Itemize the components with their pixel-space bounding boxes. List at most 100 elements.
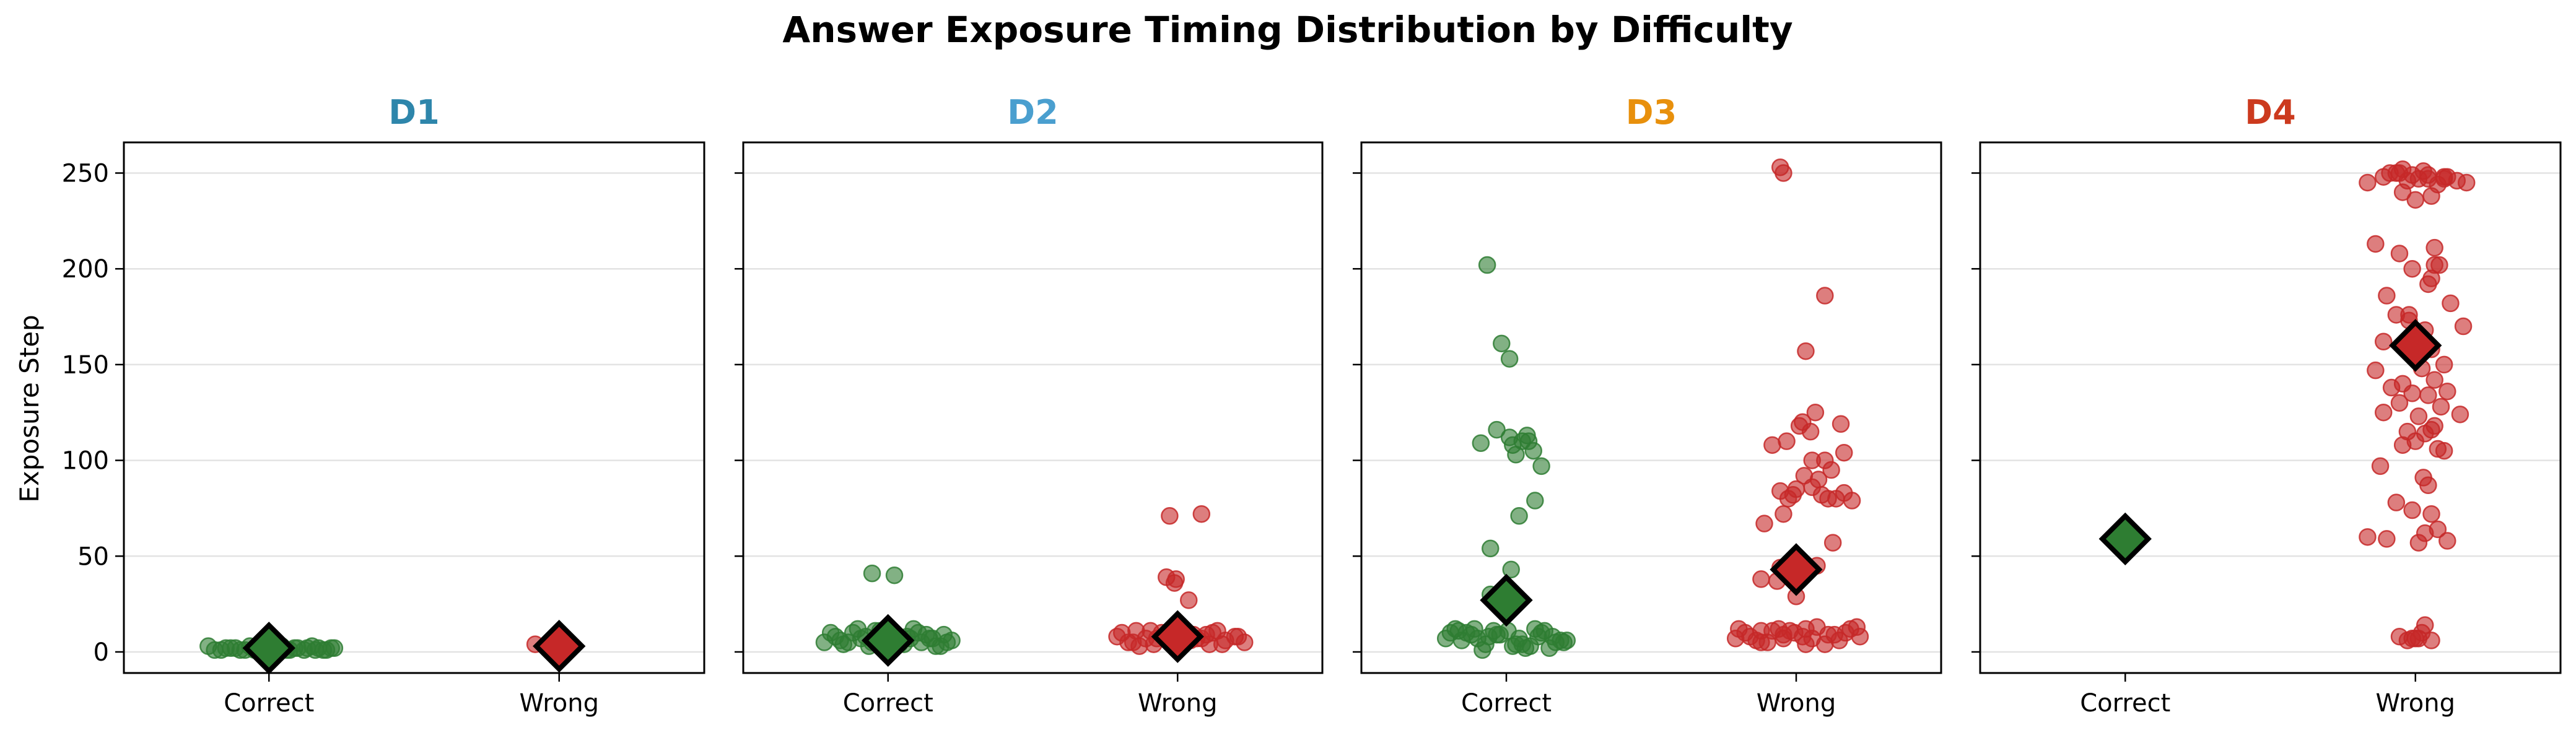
data-point <box>298 639 317 658</box>
data-point <box>2425 238 2443 257</box>
data-point <box>2409 407 2428 425</box>
data-point <box>1510 507 1528 525</box>
data-point <box>2442 294 2460 313</box>
data-point <box>1500 350 1519 368</box>
data-point <box>1532 457 1550 475</box>
y-tick-label: 250 <box>62 160 109 188</box>
data-point <box>1493 334 1511 353</box>
data-point <box>2422 505 2440 523</box>
data-point <box>885 566 904 584</box>
data-point <box>2416 616 2434 634</box>
data-point <box>2454 317 2473 336</box>
x-tick-label: Wrong <box>519 689 599 718</box>
data-point <box>2422 632 2440 649</box>
data-point <box>2359 173 2377 192</box>
data-point <box>2393 183 2412 201</box>
x-tick-label: Correct <box>843 689 933 718</box>
data-point <box>923 630 941 648</box>
y-tick-label: 0 <box>94 638 109 667</box>
panel-frame <box>1979 141 2562 674</box>
data-point <box>1213 635 1231 653</box>
data-point <box>1474 641 1491 659</box>
data-point <box>1835 443 1853 462</box>
data-point <box>2393 436 2412 454</box>
panels-group: D1 0 50 100 150 200 250 Correct Wrong D2 Correct Wr… <box>62 93 2562 718</box>
data-point <box>1540 639 1558 658</box>
data-point <box>2425 371 2443 389</box>
data-point <box>2435 441 2453 460</box>
data-point <box>1816 635 1834 653</box>
data-point <box>1771 482 1789 500</box>
panel-title: D1 <box>388 93 439 132</box>
median-marker <box>1770 543 1823 596</box>
data-point <box>1755 514 1773 532</box>
data-point <box>1806 403 1825 422</box>
data-point <box>2382 378 2401 397</box>
data-point <box>2435 355 2453 374</box>
y-tick-label: 200 <box>62 255 109 284</box>
data-point <box>1752 570 1770 588</box>
y-tick-label: 100 <box>62 447 109 475</box>
data-point <box>2438 532 2456 550</box>
median-marker <box>2098 512 2152 566</box>
data-point <box>1763 436 1781 454</box>
data-point <box>2419 386 2437 404</box>
data-point <box>1823 534 1842 552</box>
panel-title: D2 <box>1007 93 1058 132</box>
panel-title: D4 <box>2245 93 2295 132</box>
x-tick-label: Correct <box>224 689 314 718</box>
y-tick-label: 50 <box>77 542 109 571</box>
data-point <box>2390 394 2409 412</box>
data-point <box>1752 622 1770 640</box>
data-point <box>2422 187 2440 205</box>
data-point <box>2406 191 2424 209</box>
median-marker <box>1480 573 1533 627</box>
data-point <box>217 639 235 658</box>
data-point <box>1167 570 1185 588</box>
median-marker <box>533 620 586 673</box>
data-point <box>2378 530 2396 548</box>
data-point <box>2403 259 2421 278</box>
median-marker <box>2389 319 2442 372</box>
data-point <box>1124 633 1142 651</box>
data-point <box>1843 492 1861 510</box>
figure-title: Answer Exposure Timing Distribution by D… <box>782 9 1792 51</box>
y-axis-label: Exposure Step <box>14 315 45 502</box>
data-point <box>1472 434 1490 452</box>
data-point <box>1787 480 1805 498</box>
panel-d1: D1 0 50 100 150 200 250 Correct Wrong <box>62 93 705 718</box>
data-point <box>2374 403 2393 422</box>
data-point <box>314 641 333 659</box>
data-point <box>938 633 956 651</box>
data-point <box>1113 623 1131 642</box>
panel-d4: D4 Correct Wrong <box>1971 93 2562 718</box>
data-point <box>1778 432 1796 450</box>
data-point <box>1436 630 1455 648</box>
data-point <box>2403 501 2421 519</box>
data-point <box>1516 639 1535 658</box>
x-tick-label: Wrong <box>2375 689 2455 718</box>
data-point <box>2403 166 2421 184</box>
panel-frame <box>123 141 705 674</box>
data-point <box>2419 170 2437 188</box>
data-point <box>1524 441 1543 460</box>
data-point <box>1229 627 1247 646</box>
data-point <box>1803 451 1821 469</box>
data-point <box>1771 158 1789 176</box>
data-point <box>831 632 849 649</box>
panel-frame <box>1360 141 1942 674</box>
data-point <box>1478 256 1496 274</box>
data-point <box>1203 623 1222 642</box>
data-point <box>1161 507 1179 525</box>
x-tick-label: Correct <box>2080 689 2170 718</box>
x-tick-label: Correct <box>1461 689 1552 718</box>
panel-frame <box>742 141 1324 674</box>
data-point <box>1192 505 1211 523</box>
data-point <box>2435 168 2453 186</box>
data-point <box>1502 560 1520 579</box>
data-point <box>1529 627 1547 646</box>
data-point <box>2367 235 2385 253</box>
data-point <box>2419 476 2437 495</box>
